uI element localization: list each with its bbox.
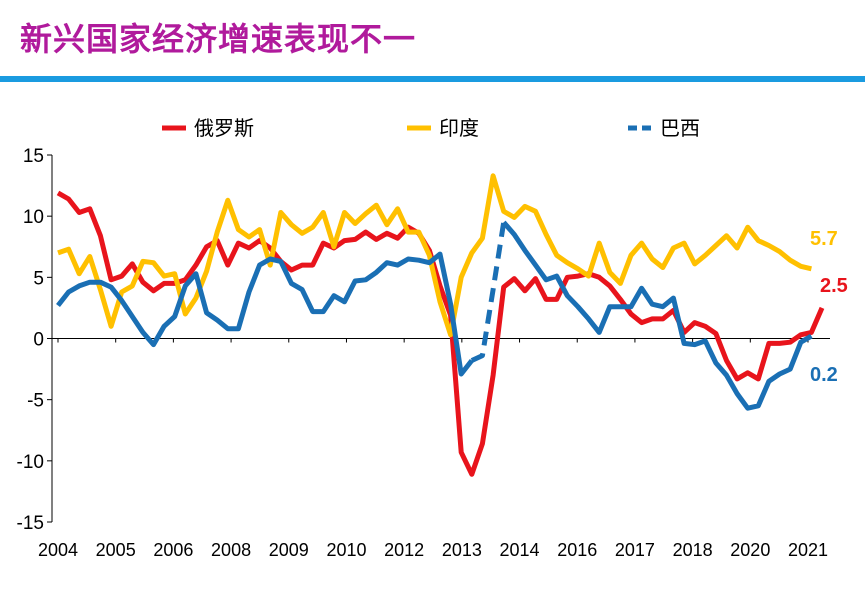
x-tick-label: 2006 — [153, 540, 193, 560]
chart-axes: 15 10 5 0 -5 -10 -15 2004 2005 2006 2008 2009 2010 20… — [17, 146, 830, 560]
x-tick-label: 2009 — [269, 540, 309, 560]
series-line-1 — [57, 173, 812, 338]
x-tick-label: 2004 — [38, 540, 78, 560]
legend-label-0: 俄罗斯 — [194, 116, 254, 140]
x-tick-label: 2012 — [384, 540, 424, 560]
end-value-label-1: 5.7 — [810, 228, 838, 250]
end-value-label-2: 0.2 — [810, 364, 838, 386]
chart-series-lines — [56, 173, 825, 477]
x-tick-label: 2005 — [96, 540, 136, 560]
x-tick-label: 2021 — [788, 540, 828, 560]
x-tick-label: 2014 — [500, 540, 540, 560]
x-tick-label: 2018 — [673, 540, 713, 560]
y-tick-label: -5 — [27, 391, 44, 412]
series-line-2-segment-0 — [56, 251, 474, 377]
series-line-0 — [56, 190, 825, 477]
page-title: 新兴国家经济增速表现不一 — [20, 20, 417, 58]
series-line-2-segment-1 — [470, 221, 507, 363]
y-tick-label: 10 — [23, 207, 44, 228]
x-tick-label: 2008 — [211, 540, 251, 560]
y-tick-label: 5 — [33, 268, 44, 289]
x-tick-label: 2017 — [615, 540, 655, 560]
end-value-label-0: 2.5 — [820, 275, 848, 297]
chart-end-labels: 2.5 5.7 0.2 — [810, 228, 848, 386]
y-tick-label: 15 — [23, 146, 44, 167]
x-tick-label: 2010 — [326, 540, 366, 560]
series-line-2-segment-2 — [501, 220, 813, 411]
x-tick-label: 2020 — [730, 540, 770, 560]
legend-label-2: 巴西 — [660, 116, 700, 140]
x-tick-label: 2016 — [557, 540, 597, 560]
x-tick-label: 2013 — [442, 540, 482, 560]
y-tick-label: -10 — [17, 452, 44, 473]
y-tick-label: -15 — [17, 513, 44, 534]
y-tick-label: 0 — [33, 330, 44, 351]
title-divider — [0, 76, 865, 82]
legend-label-1: 印度 — [439, 116, 479, 140]
chart-legend: 俄罗斯 印度 巴西 — [162, 116, 700, 140]
